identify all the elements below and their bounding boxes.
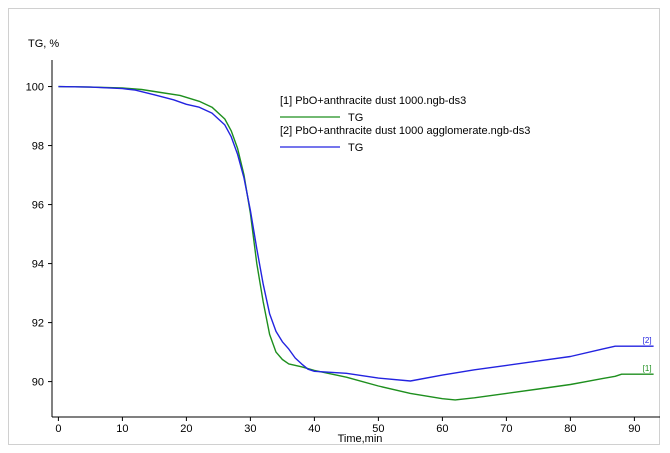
x-axis-title: Time,min xyxy=(338,433,383,445)
y-axis-title: TG, % xyxy=(28,38,59,50)
y-tick-label: 100 xyxy=(26,82,44,94)
y-tick-label: 94 xyxy=(32,259,44,271)
y-tick-label: 96 xyxy=(32,200,44,212)
legend-entry-1: [1] PbO+anthracite dust 1000.ngb-ds3 xyxy=(280,95,466,107)
x-tick-label: 90 xyxy=(628,423,640,435)
series-end-label-1: [1] xyxy=(643,364,652,373)
series-group: [1] [2] xyxy=(58,85,654,401)
series-end-label-2: [2] xyxy=(643,336,652,345)
x-tick-label: 30 xyxy=(244,423,256,435)
x-tick-label: 20 xyxy=(180,423,192,435)
legend-sub-label-1: TG xyxy=(348,112,363,124)
x-tick-label: 80 xyxy=(564,423,576,435)
tick-group: 0 10 20 30 40 50 60 70 80 90 90 92 94 96 98 100 xyxy=(26,82,641,435)
series-line-2 xyxy=(58,85,654,382)
x-tick-label: 50 xyxy=(372,423,384,435)
series-line-1 xyxy=(58,85,654,401)
legend-entry-2: [2] PbO+anthracite dust 1000 agglomerate… xyxy=(280,125,530,137)
y-tick-label: 92 xyxy=(32,318,44,330)
x-tick-label: 70 xyxy=(500,423,512,435)
y-tick-label: 90 xyxy=(32,377,44,389)
x-tick-label: 40 xyxy=(308,423,320,435)
x-tick-label: 0 xyxy=(55,423,61,435)
legend-sub-label-2: TG xyxy=(348,142,363,154)
x-tick-label: 10 xyxy=(116,423,128,435)
x-tick-label: 60 xyxy=(436,423,448,435)
legend: [1] PbO+anthracite dust 1000.ngb-ds3TG[2… xyxy=(280,95,530,154)
y-tick-label: 98 xyxy=(32,141,44,153)
